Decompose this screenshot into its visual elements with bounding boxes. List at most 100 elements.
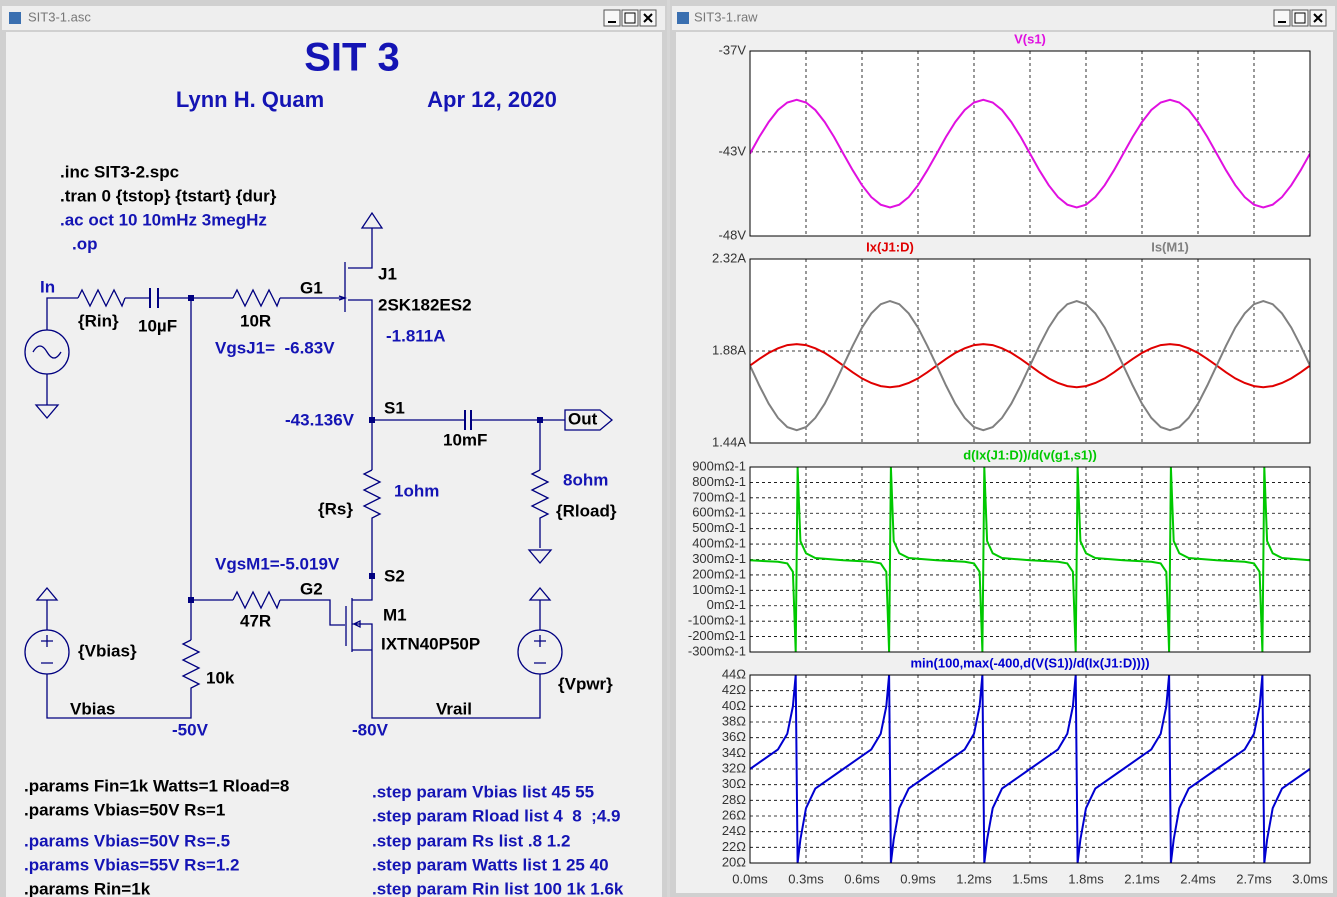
y-tick-label: -37V	[719, 42, 747, 57]
value-label: 1ohm	[394, 481, 439, 500]
net-label: G1	[300, 278, 323, 297]
plot-frame	[749, 674, 1311, 864]
window-title: SIT3-1.asc	[28, 9, 91, 24]
directive: .params Rin=1k	[24, 879, 151, 897]
y-tick-label: 800mΩ-1	[692, 474, 746, 489]
directive: .tran 0 {tstop} {tstart} {dur}	[60, 186, 277, 205]
part-value: IXTN40P50P	[381, 634, 480, 653]
value-label: {Vbias}	[78, 641, 137, 660]
x-tick-label: 2.7ms	[1236, 871, 1272, 886]
part-value: 2SK182ES2	[378, 295, 472, 314]
value-label: {Rload}	[556, 501, 617, 520]
x-tick-label: 0.0ms	[732, 871, 768, 886]
op-value: -50V	[172, 720, 209, 739]
trace-name: min(100,max(-400,d(V(S1))/d(Ix(J1:D))))	[910, 655, 1149, 670]
heading: SIT 3	[304, 36, 400, 80]
trace	[750, 299, 1310, 432]
y-tick-label: -300mΩ-1	[688, 643, 746, 658]
plot-frame	[749, 466, 1311, 653]
y-tick-label: 44Ω	[722, 666, 746, 681]
y-tick-label: 34Ω	[722, 745, 746, 760]
waveform-plots: -37V -43V -48V V(s1) 2.32A 1.88A 1.44A Ix(J1:D)…	[688, 31, 1328, 886]
y-tick-label: -48V	[719, 227, 747, 242]
y-tick-label: 26Ω	[722, 807, 746, 822]
y-tick-label: 36Ω	[722, 729, 746, 744]
net-label: In	[40, 277, 55, 296]
directive: .params Vbias=50V Rs=1	[24, 800, 225, 819]
x-tick-label: 2.1ms	[1124, 871, 1160, 886]
author: Lynn H. Quam	[176, 87, 324, 112]
junction-dots	[188, 295, 543, 603]
schematic-labels: SIT 3 Lynn H. Quam Apr 12, 2020 .inc SIT…	[24, 36, 624, 897]
trace-name: Ix(J1:D)	[866, 239, 914, 254]
y-tick-label: 200mΩ-1	[692, 566, 746, 581]
y-tick-label: 700mΩ-1	[692, 489, 746, 504]
schematic-canvas	[6, 32, 662, 897]
part-name: J1	[378, 264, 397, 283]
y-tick-label: 30Ω	[722, 776, 746, 791]
value-label: 10mF	[443, 430, 487, 449]
app-icon	[677, 12, 689, 24]
date: Apr 12, 2020	[427, 87, 557, 112]
net-label: G2	[300, 579, 323, 598]
net-label: Vbias	[70, 699, 115, 718]
value-label: 10µF	[138, 316, 177, 335]
y-tick-label: 1.88A	[712, 342, 746, 357]
net-label: S2	[384, 566, 405, 585]
value-label: {Vpwr}	[558, 674, 613, 693]
value-label: 47R	[240, 611, 271, 630]
title-bar	[2, 6, 665, 30]
directive: .params Fin=1k Watts=1 Rload=8	[24, 776, 289, 795]
value-label: {Rs}	[318, 499, 353, 518]
directive: .step param Vbias list 45 55	[372, 782, 594, 801]
directive: .op	[72, 234, 98, 253]
y-tick-label: 900mΩ-1	[692, 458, 746, 473]
y-tick-label: 20Ω	[722, 854, 746, 869]
x-tick-label: 3.0ms	[1292, 871, 1328, 886]
directive: .params Vbias=50V Rs=.5	[24, 831, 230, 850]
x-tick-label: 1.2ms	[956, 871, 992, 886]
y-tick-label: 400mΩ-1	[692, 536, 746, 551]
directive: .step param Watts list 1 25 40	[372, 855, 609, 874]
y-tick-label: 500mΩ-1	[692, 520, 746, 535]
y-tick-label: 24Ω	[722, 823, 746, 838]
value-label: 10R	[240, 311, 271, 330]
trace	[750, 98, 1310, 209]
op-value: -1.811A	[386, 326, 446, 345]
value-label: 10k	[206, 668, 235, 687]
trace-name: V(s1)	[1014, 31, 1046, 46]
title-bar	[672, 6, 1335, 30]
directive: .step param Rin list 100 1k 1.6k	[372, 879, 624, 897]
window-title: SIT3-1.raw	[694, 9, 758, 24]
plot-frame	[749, 50, 1311, 237]
trace-name: d(Ix(J1:D))/d(v(g1,s1))	[963, 447, 1097, 462]
op-value: VgsJ1= -6.83V	[215, 338, 335, 357]
y-tick-label: 22Ω	[722, 839, 746, 854]
y-tick-label: 1.44A	[712, 434, 746, 449]
x-tick-label: 1.5ms	[1012, 871, 1048, 886]
app-icon	[9, 12, 21, 24]
y-tick-label: 42Ω	[722, 682, 746, 697]
trace	[750, 466, 1310, 653]
net-label: Vrail	[436, 699, 472, 718]
y-tick-label: -200mΩ-1	[688, 628, 746, 643]
op-value: -80V	[352, 720, 389, 739]
net-label: S1	[384, 398, 405, 417]
window-buttons[interactable]	[603, 9, 657, 27]
port-label: Out	[568, 409, 598, 428]
y-tick-label: -43V	[719, 143, 747, 158]
directive: .step param Rload list 4 8 ;4.9	[372, 806, 620, 825]
op-value: VgsM1=-5.019V	[215, 554, 340, 573]
y-tick-label: 2.32A	[712, 250, 746, 265]
y-tick-label: 100mΩ-1	[692, 582, 746, 597]
y-tick-label: 600mΩ-1	[692, 505, 746, 520]
x-tick-label: 0.3ms	[788, 871, 824, 886]
x-tick-label: 2.4ms	[1180, 871, 1216, 886]
directive: .step param Rs list .8 1.2	[372, 831, 570, 850]
y-tick-label: 40Ω	[722, 698, 746, 713]
y-tick-label: 38Ω	[722, 713, 746, 728]
window-buttons[interactable]	[1273, 9, 1327, 27]
y-tick-label: -100mΩ-1	[688, 613, 746, 628]
x-tick-label: 0.6ms	[844, 871, 880, 886]
